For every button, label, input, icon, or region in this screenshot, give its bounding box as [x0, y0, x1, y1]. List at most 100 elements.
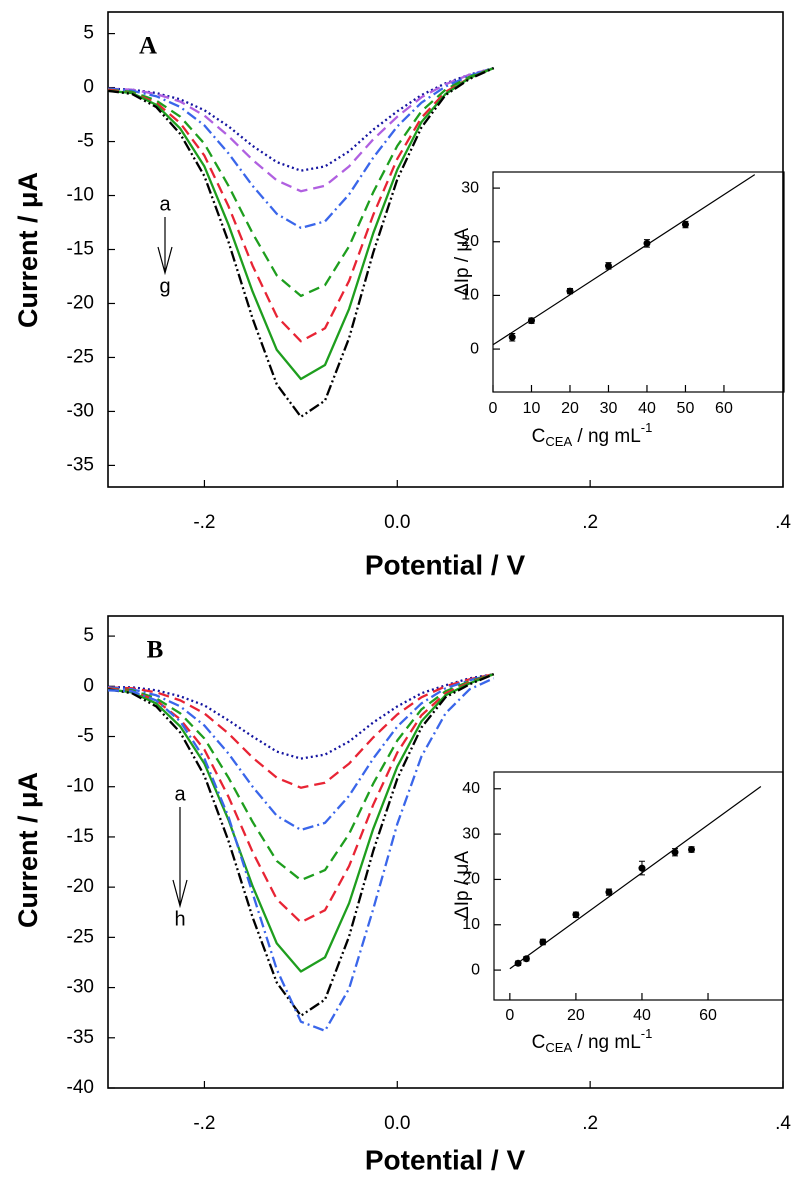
y-tick-label: -10: [67, 185, 94, 206]
data-point: [514, 959, 522, 967]
y-tick-label: -15: [67, 239, 94, 260]
x-tick-label: 0: [489, 400, 498, 417]
data-point: [572, 911, 580, 919]
x-tick-label: -.2: [193, 512, 215, 533]
curve: [107, 66, 494, 172]
curve: [107, 673, 494, 832]
curve: [107, 677, 495, 1032]
x-axis-title-rest: / ng mL: [572, 426, 641, 447]
data-point: [566, 287, 574, 295]
data-point: [671, 848, 679, 856]
plot-frame: [493, 771, 784, 1001]
panel-label: A: [139, 33, 157, 60]
curve: [107, 67, 495, 230]
x-tick-label: 20: [567, 1007, 585, 1024]
x-axis-title-main: C: [532, 426, 546, 447]
y-tick-label: -20: [67, 876, 94, 897]
curve: [107, 673, 495, 973]
annotation-start: a: [159, 193, 171, 215]
y-tick-label: 10: [462, 916, 480, 933]
x-axis-title-sup: -1: [641, 420, 653, 435]
y-tick-label: 5: [83, 625, 94, 646]
data-point: [539, 938, 547, 946]
data-point: [638, 864, 646, 872]
x-axis-title-rest: / ng mL: [572, 1032, 641, 1053]
y-tick-label: 0: [83, 675, 94, 696]
data-point: [688, 846, 696, 854]
data-point: [643, 239, 651, 247]
x-axis-title-sup: -1: [641, 1026, 653, 1041]
y-tick-label: 20: [462, 871, 480, 888]
y-tick-label: -5: [77, 726, 94, 747]
y-axis-title: ΔIp / μA: [452, 228, 473, 296]
curve: [107, 66, 494, 193]
x-tick-label: .4: [775, 1113, 791, 1134]
data-point: [605, 888, 613, 896]
data-point: [508, 333, 516, 341]
y-tick-label: -25: [67, 346, 94, 367]
curve: [107, 67, 495, 381]
data-point: [604, 262, 612, 270]
x-axis-title-sub: CEA: [545, 1040, 572, 1055]
data-point: [681, 221, 689, 229]
annotation-arrow: [172, 807, 188, 909]
x-axis-title-sub: CEA: [545, 434, 572, 449]
fit-line: [509, 786, 762, 970]
x-axis-title: Potential / V: [365, 549, 526, 580]
y-tick-label: -40: [67, 1077, 94, 1098]
curve: [107, 67, 495, 343]
x-axis-title-main: C: [532, 1032, 546, 1053]
x-tick-label: -.2: [193, 1113, 215, 1134]
x-tick-label: .4: [775, 512, 791, 533]
y-tick-label: 5: [83, 23, 94, 44]
y-tick-label: -30: [67, 400, 94, 421]
y-tick-label: -15: [67, 826, 94, 847]
x-tick-label: 40: [638, 400, 656, 417]
curve: [107, 673, 495, 882]
plot-frame: [107, 615, 784, 1089]
y-tick-label: -30: [67, 977, 94, 998]
curve: [108, 673, 494, 760]
y-tick-label: -35: [67, 454, 94, 475]
fit-line: [492, 174, 756, 346]
x-tick-label: 0.0: [384, 512, 410, 533]
x-tick-label: 60: [699, 1007, 717, 1024]
x-tick-label: 10: [523, 400, 541, 417]
y-tick-label: -25: [67, 926, 94, 947]
x-axis-title: Potential / V: [365, 1144, 526, 1175]
x-tick-label: 0.0: [384, 1113, 410, 1134]
y-tick-label: 10: [461, 287, 479, 304]
annotation-end: h: [174, 908, 185, 930]
y-axis-title: Current / μA: [13, 172, 43, 328]
x-tick-label: 50: [677, 400, 695, 417]
x-tick-label: 0: [505, 1007, 514, 1024]
y-tick-label: 0: [471, 961, 480, 978]
curve: [107, 673, 494, 789]
y-tick-label: -35: [67, 1027, 94, 1048]
x-tick-label: 30: [600, 400, 618, 417]
data-point: [527, 317, 535, 325]
annotation-start: a: [174, 783, 186, 805]
curve: [107, 673, 495, 1017]
y-axis-title: Current / μA: [13, 772, 43, 928]
y-tick-label: -10: [67, 776, 94, 797]
annotation-end: g: [159, 275, 170, 297]
x-tick-label: 60: [715, 400, 733, 417]
curve: [107, 67, 495, 418]
x-tick-label: .2: [582, 1113, 598, 1134]
y-tick-label: -5: [77, 131, 94, 152]
y-tick-label: 20: [461, 233, 479, 250]
y-tick-label: 30: [462, 825, 480, 842]
y-tick-label: 30: [461, 179, 479, 196]
x-tick-label: 20: [561, 400, 579, 417]
y-tick-label: 40: [462, 780, 480, 797]
x-tick-label: .2: [582, 512, 598, 533]
x-axis-title: CCEA / ng mL-1: [532, 1026, 653, 1055]
annotation-arrow: [157, 217, 173, 276]
curve: [107, 67, 495, 298]
y-axis-title: ΔIp / μA: [452, 851, 473, 919]
x-tick-label: 40: [633, 1007, 651, 1024]
y-tick-label: -20: [67, 292, 94, 313]
panel-label: B: [147, 637, 164, 664]
